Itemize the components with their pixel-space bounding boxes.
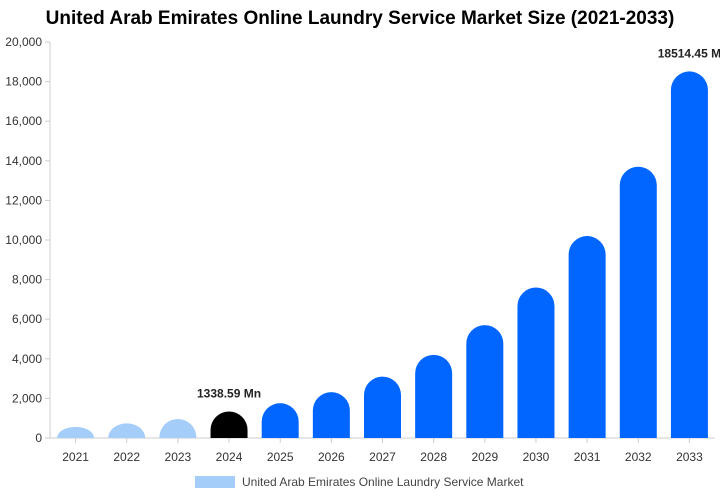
bar-2023: [159, 418, 197, 438]
legend-label: United Arab Emirates Online Laundry Serv…: [242, 475, 524, 489]
x-tick-label: 2028: [420, 450, 447, 464]
x-tick-label: 2030: [523, 450, 550, 464]
bar-2033: [670, 71, 708, 439]
data-label-2024: 1338.59 Mn: [197, 386, 261, 400]
x-tick-label: 2021: [62, 450, 89, 464]
x-tick-label: 2029: [471, 450, 498, 464]
y-tick-label: 0: [35, 431, 42, 445]
bar-2021: [57, 426, 95, 438]
bar-2024: [210, 411, 248, 438]
y-tick-label: 18,000: [5, 75, 42, 89]
y-tick-label: 16,000: [5, 114, 42, 128]
y-tick-label: 8,000: [12, 273, 42, 287]
x-tick-label: 2026: [318, 450, 345, 464]
y-tick-label: 20,000: [5, 35, 42, 49]
x-tick-label: 2033: [676, 450, 703, 464]
x-tick-label: 2023: [165, 450, 192, 464]
bar-2030: [517, 287, 555, 438]
bar-2031: [568, 236, 606, 438]
y-tick-label: 10,000: [5, 233, 42, 247]
y-tick-label: 12,000: [5, 193, 42, 207]
y-tick-label: 6,000: [12, 312, 42, 326]
x-tick-label: 2027: [369, 450, 396, 464]
y-tick-label: 14,000: [5, 154, 42, 168]
bar-2029: [466, 325, 504, 438]
chart-title: United Arab Emirates Online Laundry Serv…: [45, 8, 675, 29]
data-label-2033: 18514.45 M: [658, 46, 720, 60]
x-tick-label: 2031: [574, 450, 601, 464]
x-tick-label: 2024: [216, 450, 243, 464]
bar-2026: [312, 392, 350, 438]
bar-2025: [261, 403, 299, 438]
legend: United Arab Emirates Online Laundry Serv…: [195, 475, 523, 489]
y-tick-label: 4,000: [12, 352, 42, 366]
x-tick-label: 2022: [113, 450, 140, 464]
y-tick-label: 2,000: [12, 391, 42, 405]
bar-2028: [415, 354, 453, 438]
x-tick-label: 2025: [267, 450, 294, 464]
x-tick-label: 2032: [625, 450, 652, 464]
bar-2032: [619, 166, 657, 438]
legend-swatch: [195, 476, 235, 488]
bar-2022: [108, 423, 146, 438]
bar-2027: [364, 376, 401, 438]
